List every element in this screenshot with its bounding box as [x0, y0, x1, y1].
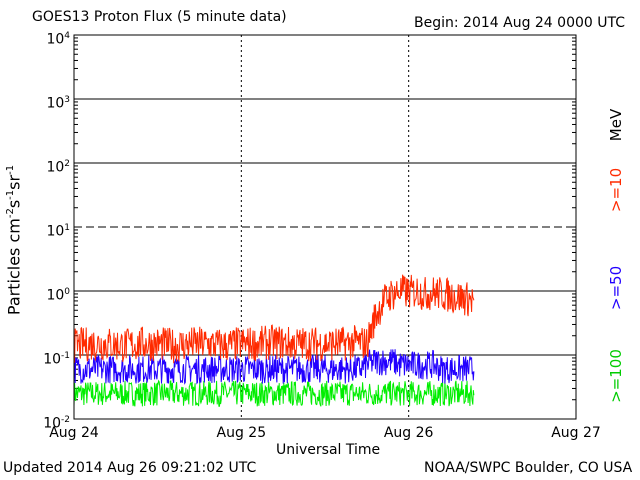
legend-item-50: >=50 [607, 265, 625, 311]
x-axis-label: Universal Time [276, 442, 381, 458]
updated-timestamp: Updated 2014 Aug 26 09:21:02 UTC [3, 460, 257, 476]
legend-item-100: >=100 [607, 349, 625, 403]
begin-time: Begin: 2014 Aug 24 0000 UTC [414, 15, 625, 31]
ytick-label: 101 [46, 223, 70, 240]
ytick-label: 10-1 [43, 351, 70, 368]
ytick-label: 104 [46, 31, 70, 48]
ytick-label: 100 [46, 287, 70, 304]
legend-item-10: >=10 [607, 167, 625, 213]
plot-frame [73, 34, 577, 420]
ytick-label: 103 [46, 95, 70, 112]
chart-title: GOES13 Proton Flux (5 minute data) [32, 9, 287, 25]
credit-text: NOAA/SWPC Boulder, CO USA [424, 460, 633, 476]
legend-unit: MeV [607, 108, 625, 142]
xtick-label: Aug 27 [551, 425, 601, 441]
series-line-ge10 [73, 274, 475, 364]
xtick-label: Aug 26 [383, 425, 434, 441]
ytick-label: 10-2 [43, 415, 70, 432]
xtick-label: Aug 25 [216, 425, 267, 441]
ytick-label: 102 [46, 159, 70, 176]
xtick-label: Aug 24 [49, 425, 99, 441]
series-line-ge50 [73, 349, 475, 385]
series-line-ge100 [73, 379, 475, 407]
